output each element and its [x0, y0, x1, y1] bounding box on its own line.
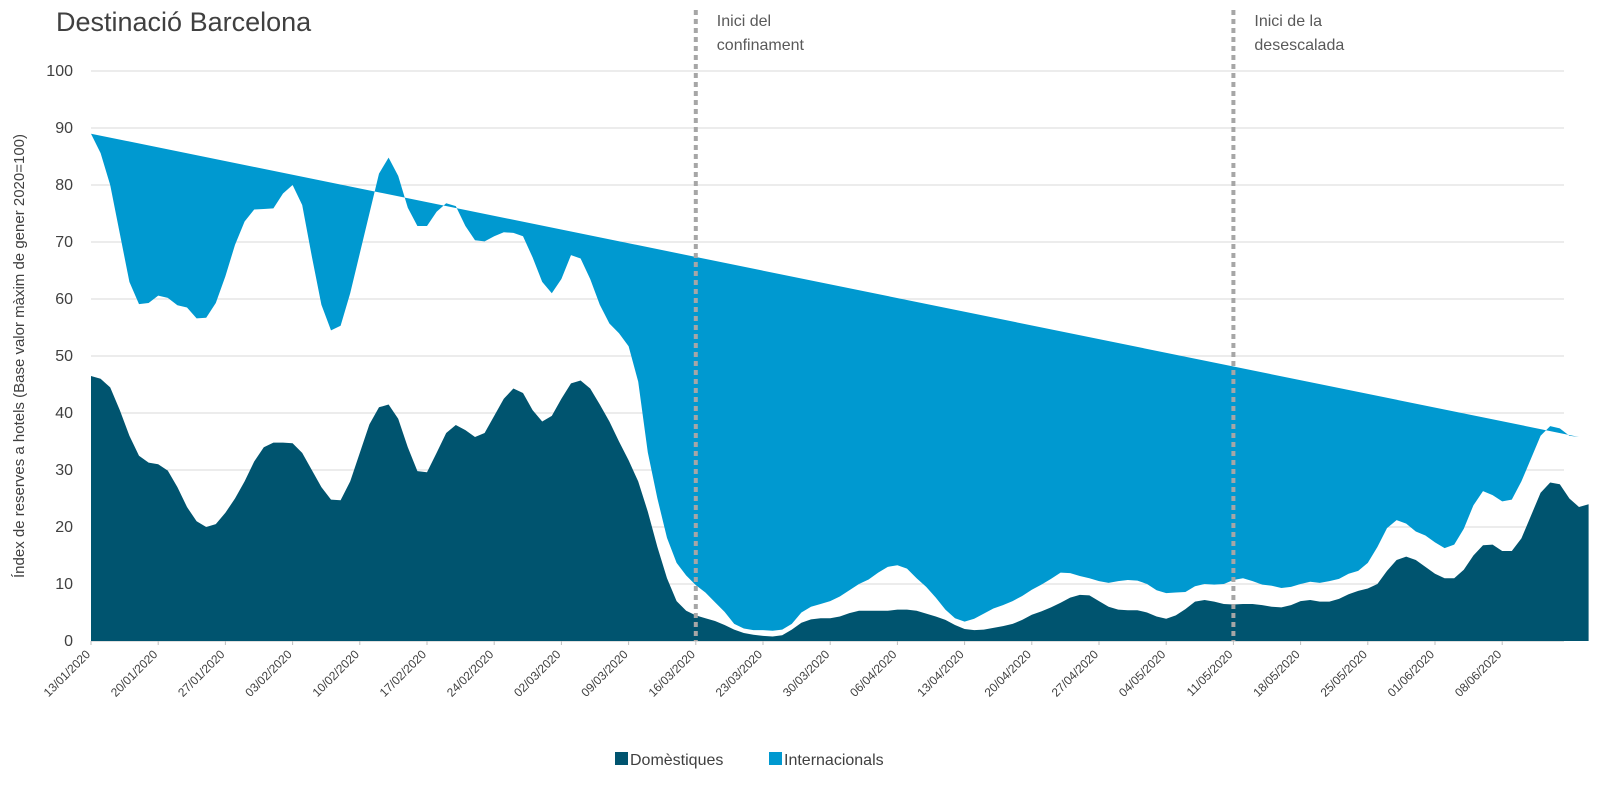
annotation-text: desescalada [1254, 37, 1344, 54]
x-tick-label: 18/05/2020 [1250, 647, 1303, 700]
annotation-text: Inici de la [1254, 13, 1322, 30]
x-tick-label: 13/04/2020 [914, 647, 967, 700]
chart-title: Destinació Barcelona [56, 7, 312, 37]
y-tick-label: 30 [55, 462, 73, 479]
y-tick-label: 100 [46, 63, 73, 80]
annotation-text: Inici del [717, 13, 771, 30]
y-axis-label: Índex de reserves a hotels (Base valor m… [11, 134, 28, 578]
legend-label: Internacionals [784, 752, 884, 769]
y-tick-label: 60 [55, 291, 73, 308]
x-tick-label: 23/03/2020 [713, 647, 766, 700]
event-markers: Inici del confinament Inici de la desescala… [693, 10, 1344, 641]
y-tick-label: 10 [55, 576, 73, 593]
x-tick-label: 20/01/2020 [108, 647, 161, 700]
x-tick-label: 20/04/2020 [982, 647, 1035, 700]
x-tick-label: 11/05/2020 [1184, 647, 1236, 699]
x-axis-ticks: 13/01/2020 20/01/2020 27/01/2020 03/02/2020… [41, 641, 1505, 700]
x-tick-label: 25/05/2020 [1318, 647, 1371, 700]
legend-swatch [769, 752, 782, 765]
x-tick-label: 30/03/2020 [780, 647, 833, 700]
y-tick-label: 50 [55, 348, 73, 365]
x-tick-label: 04/05/2020 [1116, 647, 1169, 700]
legend-label: Domèstiques [630, 752, 723, 769]
x-tick-label: 13/01/2020 [41, 647, 94, 700]
y-tick-label: 70 [55, 234, 73, 251]
x-tick-label: 02/03/2020 [511, 647, 564, 700]
y-tick-label: 90 [55, 120, 73, 137]
annotation-text: confinament [717, 37, 805, 54]
x-tick-label: 27/01/2020 [175, 647, 228, 700]
y-tick-label: 40 [55, 405, 73, 422]
x-tick-label: 08/06/2020 [1452, 647, 1505, 700]
x-tick-label: 01/06/2020 [1385, 647, 1438, 700]
y-tick-label: 20 [55, 519, 73, 536]
legend: Domèstiques Internacionals [615, 752, 884, 769]
x-tick-label: 17/02/2020 [377, 647, 430, 700]
legend-swatch [615, 752, 628, 765]
plot-areas [91, 133, 1589, 641]
x-tick-label: 24/02/2020 [444, 647, 497, 700]
series-area-domestiques [91, 375, 1589, 641]
y-axis-ticks: 0 10 20 30 40 50 60 70 80 90 100 [46, 63, 73, 650]
y-tick-label: 80 [55, 177, 73, 194]
x-tick-label: 03/02/2020 [242, 647, 295, 700]
x-tick-label: 06/04/2020 [847, 647, 900, 700]
y-tick-label: 0 [64, 633, 73, 650]
x-tick-label: 27/04/2020 [1049, 647, 1102, 700]
x-tick-label: 16/03/2020 [646, 647, 699, 700]
x-tick-label: 09/03/2020 [578, 647, 631, 700]
series-area-internacionals [91, 133, 1579, 631]
x-tick-label: 10/02/2020 [310, 647, 363, 700]
